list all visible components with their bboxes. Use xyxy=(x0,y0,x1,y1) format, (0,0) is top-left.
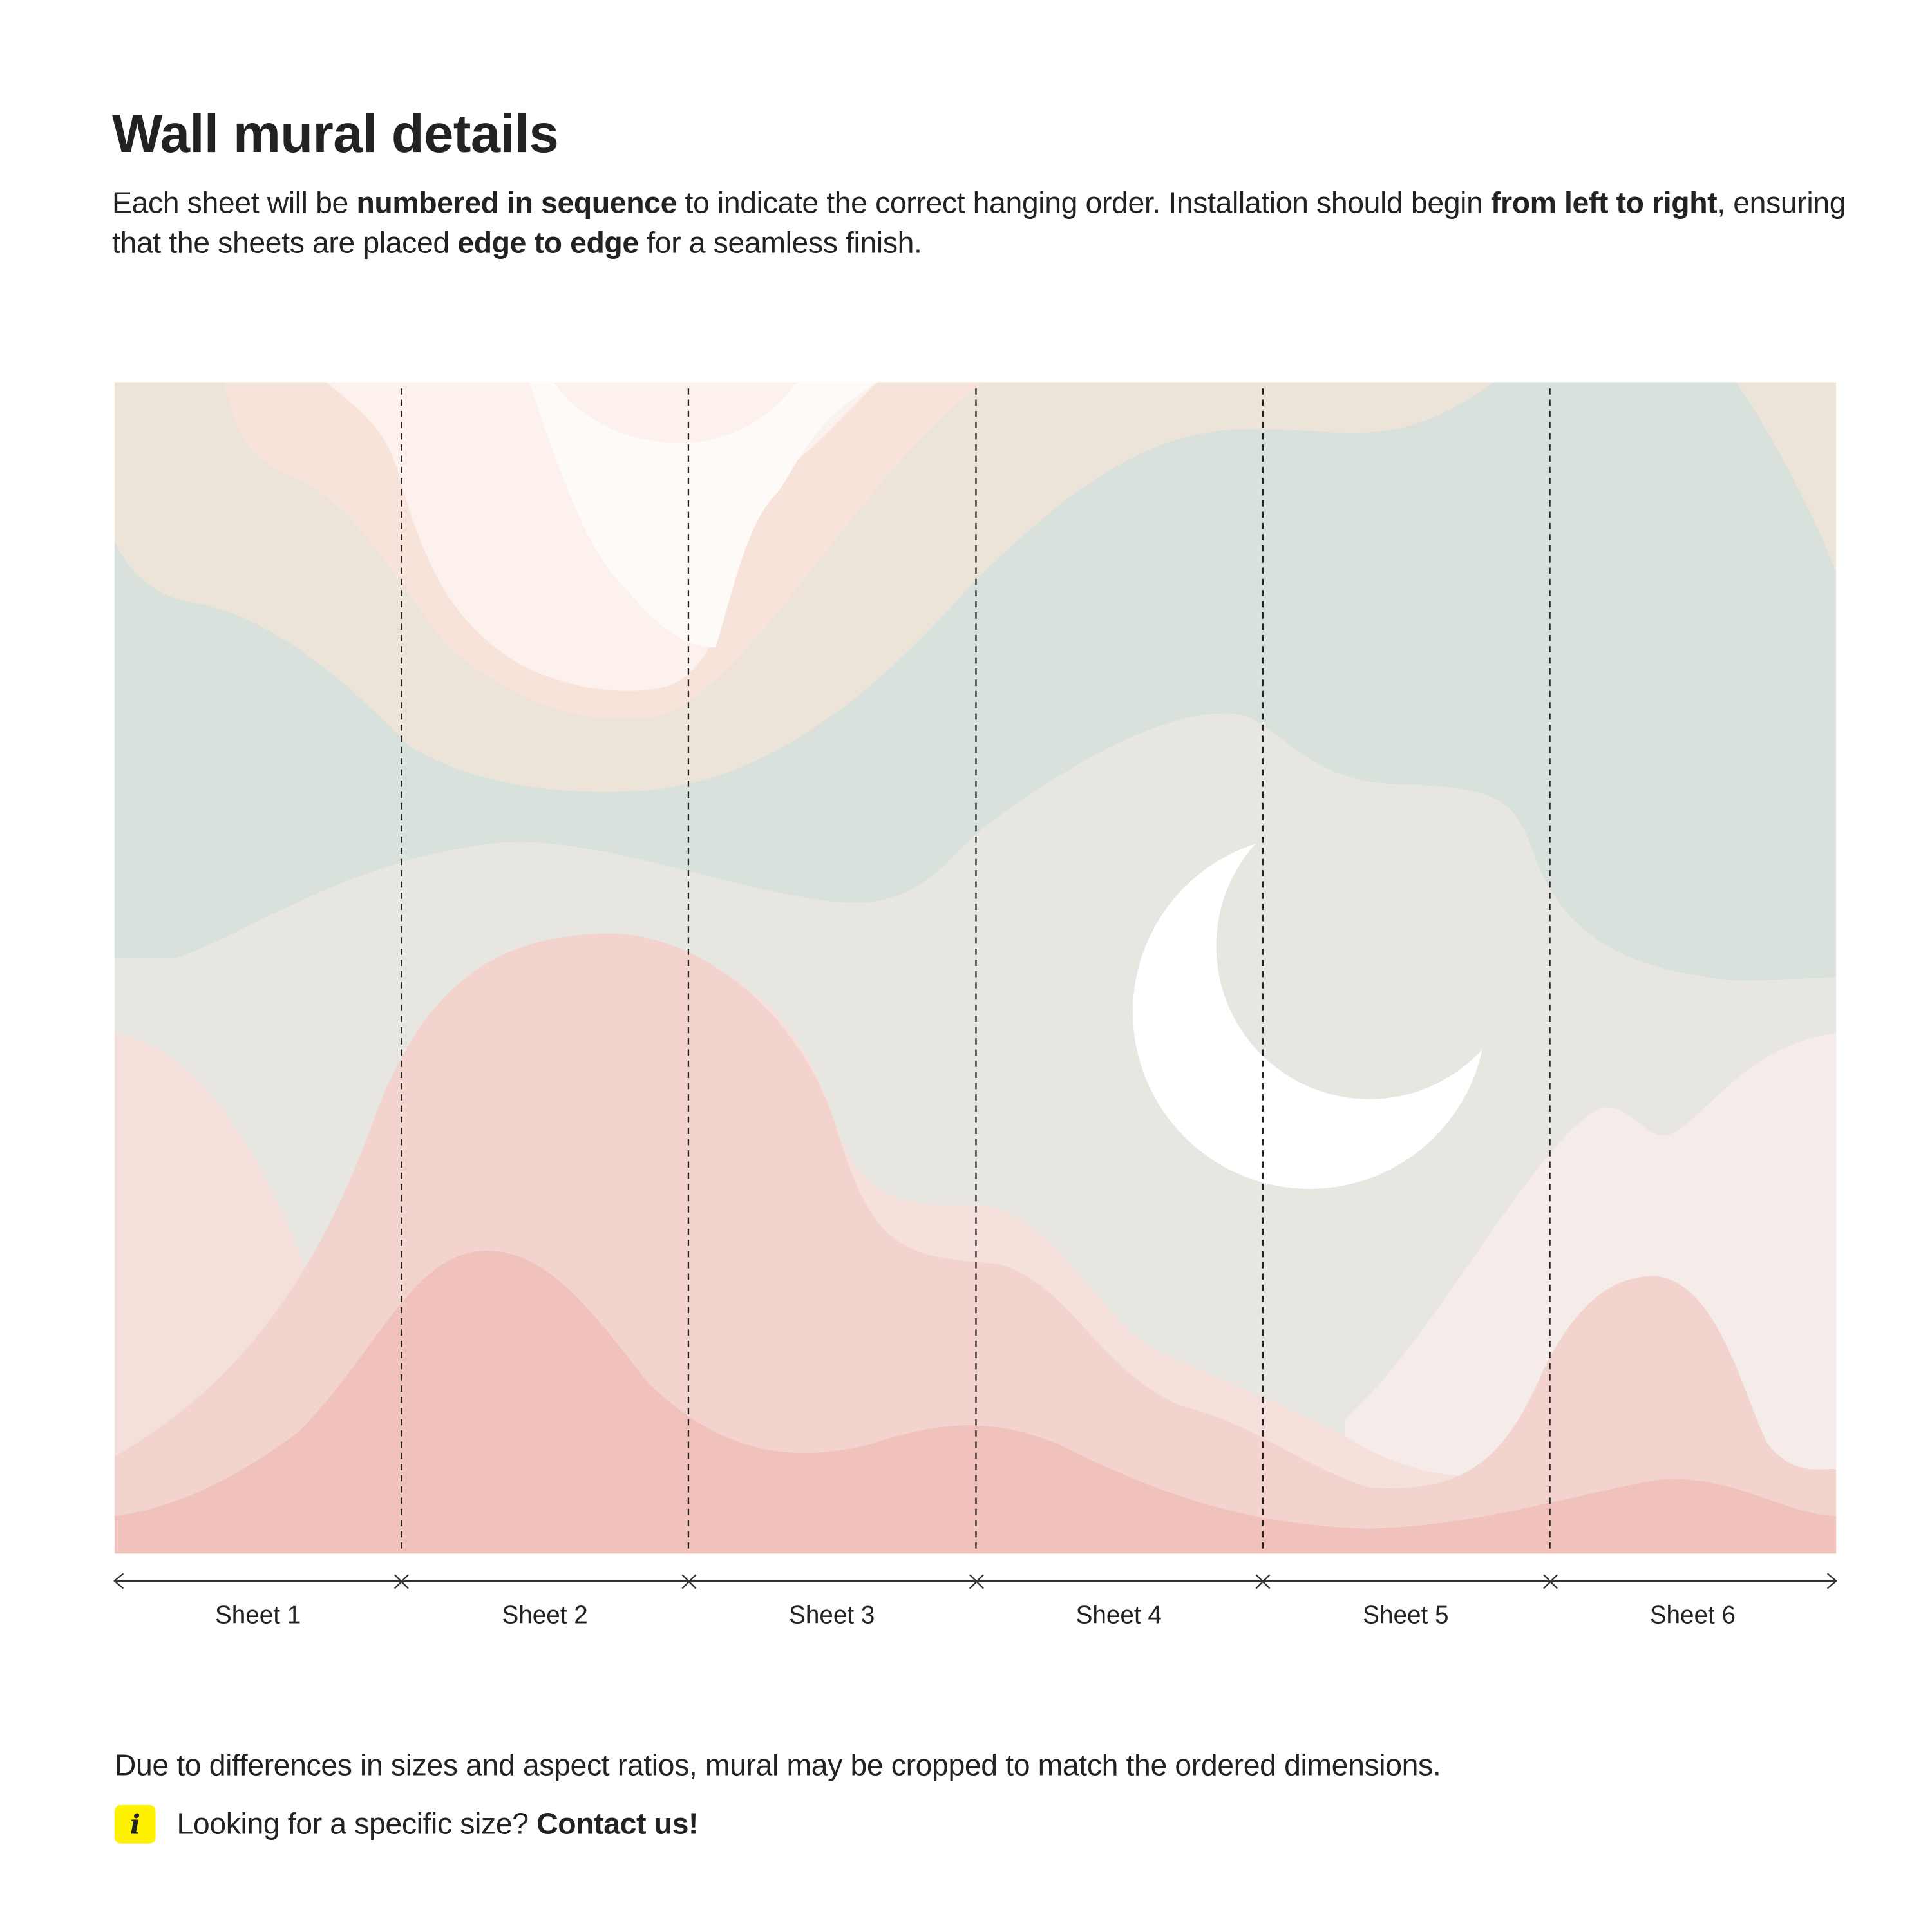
sheet-marker-icon xyxy=(681,1574,697,1589)
sheet-marker-icon xyxy=(969,1574,984,1589)
arrow-left-icon xyxy=(113,1573,124,1589)
pink-hill-front xyxy=(114,1251,1837,1554)
intro-bold: from left to right xyxy=(1490,186,1718,221)
sheet-label: Sheet 4 xyxy=(1075,1602,1162,1630)
sheet-label: Sheet 3 xyxy=(789,1602,875,1630)
intro-text: for a seamless finish. xyxy=(638,226,922,260)
sheet-label: Sheet 2 xyxy=(502,1602,588,1630)
sheet-label: Sheet 6 xyxy=(1649,1602,1736,1630)
contact-row: i Looking for a specific size? Contact u… xyxy=(114,1804,699,1844)
page-title: Wall mural details xyxy=(111,104,559,165)
sheet-marker-icon xyxy=(1255,1574,1271,1589)
contact-text: Looking for a specific size? xyxy=(176,1806,529,1841)
sheet-label: Sheet 5 xyxy=(1363,1602,1449,1630)
sheet-dividers xyxy=(401,388,1551,1554)
sheet-label: Sheet 1 xyxy=(214,1602,301,1630)
intro-bold: edge to edge xyxy=(457,226,639,260)
sheet-labels: Sheet 1 Sheet 2 Sheet 3 Sheet 4 Sheet 5 … xyxy=(115,1602,1836,1631)
width-dimension-line xyxy=(113,1573,1837,1589)
intro-bold: numbered in sequence xyxy=(356,186,677,221)
crop-note: Due to differences in sizes and aspect r… xyxy=(114,1748,1441,1783)
arrow-right-icon xyxy=(1826,1573,1837,1589)
white-wave xyxy=(529,382,878,648)
intro-text: to indicate the correct hanging order. I… xyxy=(677,186,1491,221)
sheet-marker-icon xyxy=(1543,1574,1558,1589)
sheet-marker-icon xyxy=(393,1574,409,1589)
info-icon: i xyxy=(114,1804,156,1844)
intro-text: Each sheet will be xyxy=(111,186,357,221)
contact-us-link[interactable]: Contact us! xyxy=(536,1806,699,1841)
intro-paragraph: Each sheet will be numbered in sequence … xyxy=(112,184,1855,264)
intro-text: , ensuring that the sheets are placed xyxy=(111,186,1846,260)
